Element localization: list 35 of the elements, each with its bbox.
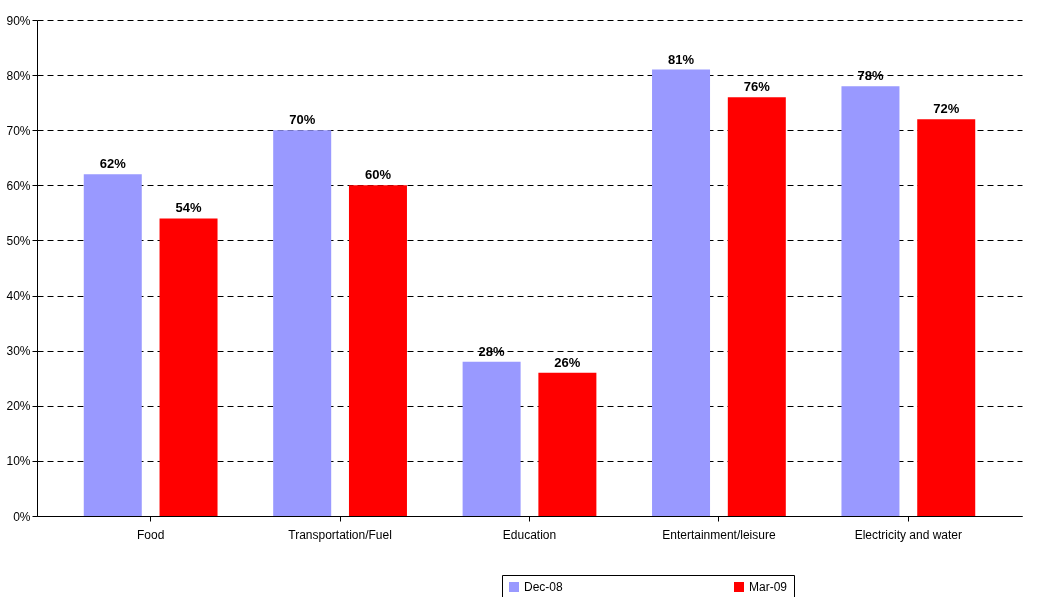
bar	[462, 361, 521, 516]
legend-label: Dec-08	[524, 580, 564, 594]
data-label: 54%	[175, 200, 202, 216]
y-tick-label: 40%	[6, 289, 31, 304]
legend-label: Mar-09	[749, 580, 788, 594]
data-label: 81%	[668, 51, 695, 67]
data-label: 72%	[933, 101, 960, 117]
y-tick-label: 0%	[13, 509, 31, 524]
data-label: 70%	[289, 112, 316, 128]
x-tick-label: Education	[502, 527, 557, 542]
y-tick-label: 50%	[6, 233, 31, 248]
bar	[159, 218, 218, 516]
data-label: 26%	[554, 354, 581, 370]
bar	[841, 86, 900, 516]
y-tick-label: 90%	[6, 13, 31, 28]
y-tick-label: 30%	[6, 344, 31, 359]
bar	[348, 185, 407, 516]
bar	[83, 174, 142, 516]
bar	[652, 69, 711, 516]
x-tick-label: Electricity and water	[854, 527, 963, 542]
y-tick-label: 20%	[6, 399, 31, 414]
y-tick-label: 70%	[6, 123, 31, 138]
y-tick-label: 10%	[6, 454, 31, 469]
bar	[273, 130, 332, 516]
x-tick-label: Transportation/Fuel	[288, 527, 392, 542]
y-tick-label: 80%	[6, 68, 31, 83]
y-tick-label: 60%	[6, 178, 31, 193]
data-label: 60%	[364, 167, 392, 183]
bar	[538, 372, 597, 516]
bar	[727, 97, 786, 516]
bar	[917, 119, 976, 516]
x-tick-label: Food	[136, 527, 165, 542]
x-tick-label: Entertainment/leisure	[662, 527, 776, 542]
data-label: 76%	[743, 79, 771, 95]
data-label: 62%	[99, 156, 127, 172]
